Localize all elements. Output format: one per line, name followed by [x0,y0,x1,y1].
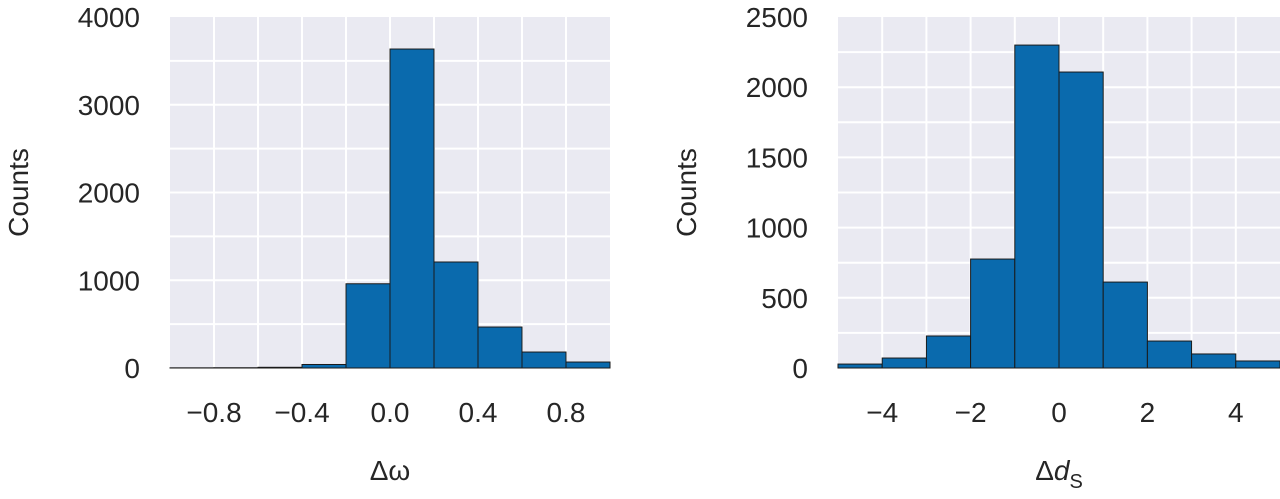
bar [1103,282,1147,368]
x-label-variable: ω [388,455,410,486]
bar [566,362,610,368]
bar [1147,341,1191,368]
y-tick-label: 4000 [78,2,140,33]
x-tick-label: 0 [1051,397,1067,428]
y-tick-label: 500 [761,283,808,314]
bar [882,358,926,368]
bar [1059,72,1103,368]
y-tick-label: 3000 [78,90,140,121]
x-tick-label: −4 [866,397,898,428]
y-tick-label: 1500 [746,142,808,173]
bar [258,367,302,368]
bar [478,327,522,368]
subplot: 0 1000 2000 3000 4000 −0.8 −0.4 0.0 0.4 0.8 Counts… [3,2,610,486]
x-tick-label: −0.4 [274,397,329,428]
x-label-prefix: Δ [370,455,389,486]
x-axis-label: ΔdS [1035,455,1083,493]
x-label-subscript: S [1069,471,1082,493]
y-tick-label: 2000 [78,178,140,209]
bar [1236,361,1280,368]
x-tick-label: 2 [1140,397,1156,428]
y-tick-label: 0 [792,353,808,384]
bar [926,336,970,368]
x-tick-label: 4 [1228,397,1244,428]
bar [390,49,434,368]
bar [971,259,1015,368]
bar [434,262,478,368]
bar [302,364,346,368]
bar [1015,45,1059,368]
subplot: 0 500 1000 1500 2000 2500 −4 −2 0 2 4 Counts ΔdS [671,2,1280,493]
bar [522,352,566,368]
bar [1192,354,1236,368]
y-tick-label: 2000 [746,72,808,103]
x-tick-label: −2 [955,397,987,428]
y-tick-label: 0 [124,353,140,384]
x-tick-label: 0.4 [459,397,498,428]
x-label-prefix: Δ [1035,455,1054,486]
y-tick-label: 1000 [746,213,808,244]
x-tick-label: 0.8 [547,397,586,428]
bar [346,284,390,368]
y-tick-label: 1000 [78,265,140,296]
y-axis-label: Counts [3,148,34,237]
x-tick-label: 0.0 [371,397,410,428]
y-tick-label: 2500 [746,2,808,33]
x-axis-label: Δω [370,455,411,486]
x-tick-label: −0.8 [186,397,241,428]
y-axis-label: Counts [671,148,702,237]
bar [838,364,882,368]
x-label-variable: d [1054,455,1071,486]
